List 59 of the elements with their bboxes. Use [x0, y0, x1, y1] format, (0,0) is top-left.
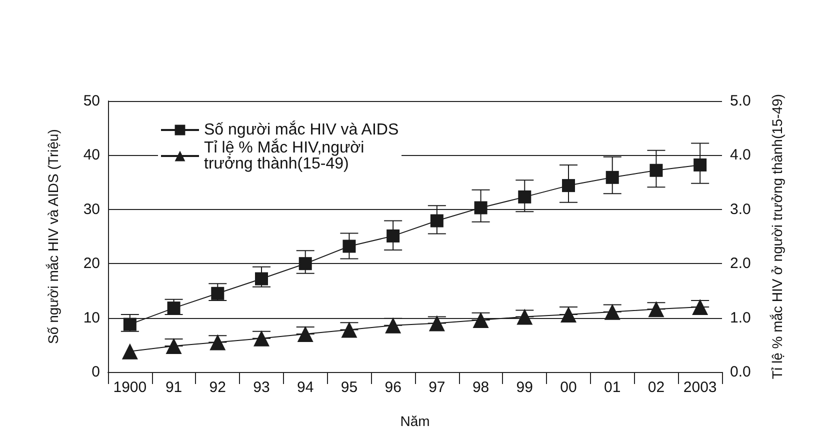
- point: [518, 190, 532, 204]
- x-tick-label: 98: [472, 379, 490, 396]
- y-tick-label: 30: [83, 200, 100, 218]
- point: [297, 326, 314, 342]
- point: [472, 312, 489, 328]
- y2-tick-label: 4.0: [730, 146, 751, 164]
- x-tick-label: 94: [297, 379, 314, 396]
- point: [254, 330, 270, 346]
- point: [122, 343, 138, 360]
- y2-tick-label: 0.0: [730, 364, 751, 380]
- legend-label: Tỉ lệ % Mắc HIV,người trưởng thành(15-49): [204, 138, 369, 172]
- x-tick-label: 96: [384, 379, 402, 396]
- point: [606, 170, 619, 184]
- point: [474, 201, 488, 214]
- point: [211, 286, 224, 300]
- y2-tick-label: 2.0: [730, 255, 751, 272]
- point: [167, 302, 180, 315]
- point: [516, 308, 533, 325]
- x-axis-title: Năm: [400, 413, 430, 429]
- legend-label: Số người mắc HIV và AIDS: [204, 120, 399, 138]
- point: [560, 306, 576, 323]
- point: [692, 298, 708, 315]
- point: [298, 257, 312, 270]
- x-tick-label: 99: [516, 379, 533, 396]
- point: [428, 315, 445, 332]
- y2-tick-label: 5.0: [730, 92, 751, 110]
- x-tick-label: 02: [648, 379, 665, 396]
- point: [385, 317, 402, 334]
- y-axis-title: Số người mắc HIV và AIDS (Triệu): [45, 129, 61, 344]
- x-tick-label: 01: [604, 379, 621, 396]
- point: [341, 322, 358, 338]
- point: [123, 318, 136, 331]
- y2-tick-label: 1.0: [730, 309, 751, 326]
- x-tick-label: 2003: [683, 379, 717, 396]
- x-tick-label: 91: [165, 379, 182, 396]
- point: [648, 301, 664, 318]
- point: [166, 338, 182, 354]
- point: [650, 164, 663, 177]
- x-tick-label: 00: [560, 379, 577, 396]
- y2-tick-label: 3.0: [730, 200, 751, 218]
- point: [562, 179, 575, 192]
- y-tick-label: 50: [83, 92, 100, 110]
- point: [210, 334, 226, 350]
- y2-axis-title: Tỉ lệ % mắc HIV ở người trưởng thành(15-49): [769, 94, 785, 380]
- point: [694, 158, 707, 172]
- x-tick-label: 1900: [113, 379, 147, 396]
- point: [604, 304, 620, 320]
- y-tick-label: 20: [83, 255, 100, 272]
- point: [430, 214, 444, 228]
- y-tick-label: 10: [83, 309, 100, 326]
- point: [342, 240, 356, 253]
- x-tick-label: 92: [209, 379, 226, 396]
- point: [255, 272, 268, 286]
- y-tick-label: 40: [83, 146, 100, 164]
- x-tick-label: 97: [428, 379, 446, 396]
- x-tick-label: 95: [340, 379, 358, 396]
- y-tick-label: 0: [92, 364, 100, 380]
- point: [386, 229, 400, 242]
- x-tick-label: 93: [253, 379, 270, 396]
